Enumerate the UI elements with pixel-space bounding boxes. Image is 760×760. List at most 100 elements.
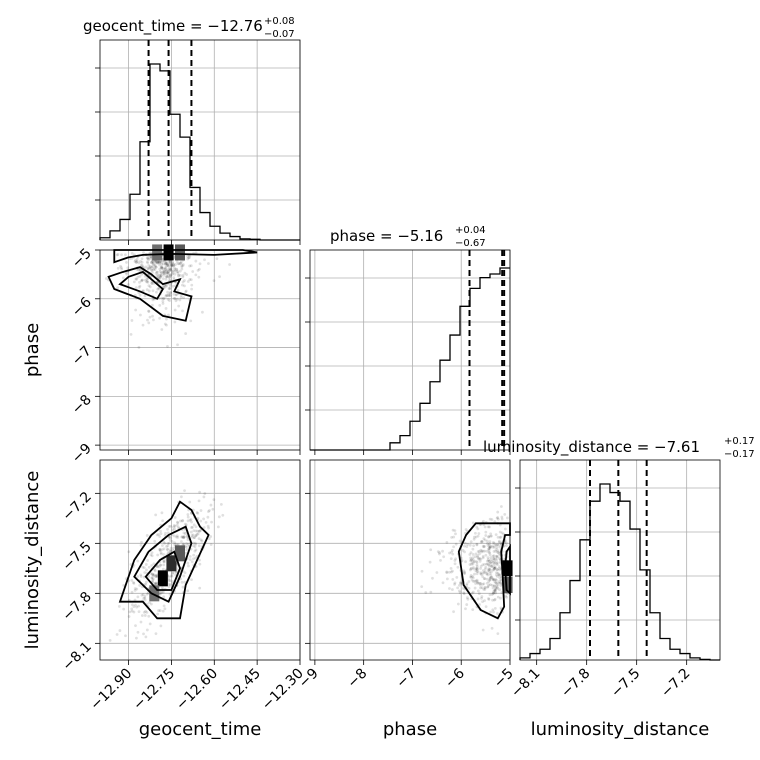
sample-point [464, 560, 467, 564]
sample-point [489, 545, 492, 549]
sample-point [134, 261, 138, 264]
sample-point [487, 564, 491, 568]
sample-point [151, 303, 154, 307]
sample-point [190, 578, 193, 582]
sample-point [202, 526, 206, 529]
sample-point [163, 322, 167, 326]
sample-point [478, 582, 482, 585]
sample-point [451, 569, 454, 573]
sample-point [194, 259, 198, 263]
sample-point [162, 560, 166, 564]
sample-point [108, 638, 112, 642]
sample-point [149, 268, 153, 272]
sample-point [482, 577, 486, 581]
sample-point [165, 264, 169, 267]
sample-point [488, 517, 492, 521]
sample-point [163, 533, 167, 537]
sample-point [163, 266, 167, 270]
sample-point [494, 581, 498, 585]
sample-point [185, 273, 189, 276]
sample-point [119, 264, 122, 268]
sample-point [190, 526, 193, 529]
sample-point [164, 272, 168, 275]
sample-point [146, 267, 150, 271]
sample-point [150, 576, 154, 580]
sample-point [474, 582, 478, 585]
sample-point [135, 260, 139, 264]
sample-point [164, 265, 168, 269]
sample-point [122, 584, 126, 587]
sample-point [194, 534, 198, 538]
sample-point [203, 492, 207, 495]
sample-point [175, 260, 179, 264]
sample-point [150, 265, 154, 269]
sample-point [178, 262, 182, 265]
sample-point [493, 566, 496, 570]
sample-point [160, 591, 164, 595]
sample-point [154, 573, 158, 577]
sample-point [481, 540, 484, 543]
sample-point [168, 294, 172, 297]
sample-point [138, 293, 142, 297]
sample-point [453, 562, 457, 566]
sample-point [159, 260, 163, 264]
histogram-phase [310, 267, 510, 451]
sample-point [139, 313, 142, 317]
panel-luminosity-distance-vs-geocent-time [95, 459, 301, 665]
sample-point [155, 270, 159, 274]
sample-point [487, 567, 491, 571]
sample-point [165, 548, 169, 552]
sample-point [145, 256, 149, 260]
sample-point [148, 251, 152, 255]
sample-point [487, 535, 490, 539]
sample-point [503, 527, 507, 531]
panel-luminosity-distance-hist [515, 459, 721, 665]
sample-point [173, 516, 177, 519]
sample-point [165, 293, 168, 297]
sample-point [179, 273, 182, 277]
sample-point [139, 573, 143, 577]
sample-point [475, 565, 479, 569]
sample-point [494, 582, 498, 585]
sample-point [155, 582, 158, 586]
sample-point [478, 557, 482, 560]
sample-point [154, 575, 158, 579]
sample-point [482, 545, 486, 549]
sample-point [181, 275, 185, 279]
sample-point [160, 548, 164, 552]
sample-point [445, 577, 449, 581]
sample-point [494, 591, 498, 595]
sample-point [182, 296, 185, 300]
sample-point [160, 270, 164, 274]
sample-point [169, 268, 173, 272]
sample-point [491, 586, 495, 590]
sample-point [128, 610, 132, 614]
sample-point [462, 591, 466, 595]
sample-point [155, 270, 159, 274]
sample-point [188, 264, 192, 268]
sample-point [180, 264, 184, 267]
sample-point [209, 535, 213, 538]
sample-point [171, 525, 175, 529]
sample-point [492, 591, 495, 595]
sample-point [159, 529, 162, 533]
sample-point [492, 591, 496, 595]
sample-point [152, 573, 156, 577]
sample-point [491, 545, 495, 549]
sample-point [484, 534, 488, 537]
sample-point [488, 545, 491, 549]
sample-point [452, 610, 455, 614]
sample-point [481, 628, 485, 632]
sample-point [450, 550, 453, 554]
sample-point [189, 319, 193, 323]
sample-point [169, 549, 173, 553]
sample-point [465, 583, 469, 587]
sample-point [135, 587, 139, 591]
sample-point [143, 596, 147, 600]
sample-point [494, 549, 498, 553]
sample-point [130, 590, 134, 594]
sample-point [151, 259, 154, 263]
sample-point [454, 542, 458, 546]
sample-point [158, 263, 162, 267]
sample-point [145, 534, 149, 537]
